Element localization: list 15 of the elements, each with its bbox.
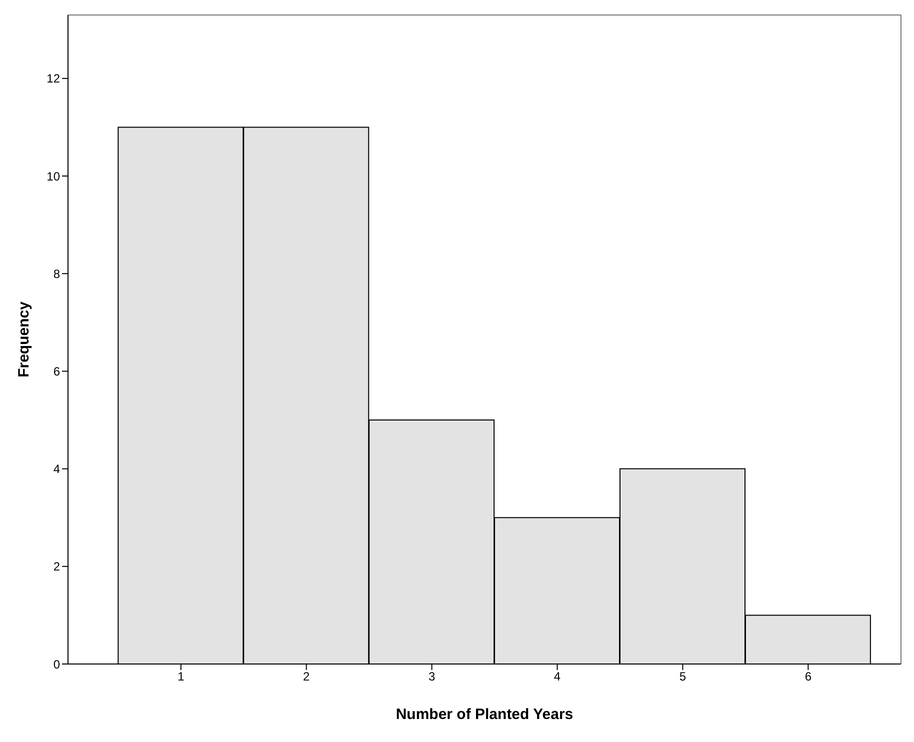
y-tick-label: 8 bbox=[53, 266, 60, 281]
y-tick-label: 2 bbox=[53, 560, 60, 574]
x-tick-label: 6 bbox=[804, 670, 812, 684]
x-axis-title: Number of Planted Years bbox=[396, 706, 574, 723]
x-tick-label: 2 bbox=[303, 670, 310, 684]
y-tick-label: 6 bbox=[53, 364, 60, 378]
x-tick-label: 5 bbox=[679, 670, 686, 684]
x-tick-label: 4 bbox=[554, 670, 561, 684]
y-tick-label: 12 bbox=[46, 72, 60, 86]
y-tick-label: 10 bbox=[46, 169, 60, 184]
y-tick-label: 0 bbox=[53, 657, 60, 672]
y-axis-title: Frequency bbox=[15, 300, 32, 378]
x-tick-label: 3 bbox=[428, 670, 436, 684]
x-tick-label: 1 bbox=[178, 670, 185, 684]
y-tick-label: 4 bbox=[53, 462, 60, 476]
